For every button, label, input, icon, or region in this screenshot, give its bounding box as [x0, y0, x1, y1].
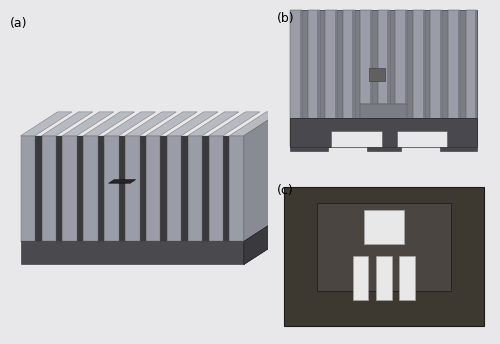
Bar [422, 10, 424, 146]
Bar [318, 10, 320, 146]
Polygon shape [182, 136, 188, 241]
Polygon shape [42, 136, 56, 241]
Bar [317, 203, 450, 291]
Polygon shape [202, 136, 208, 241]
Polygon shape [21, 112, 72, 136]
Bar [376, 256, 392, 300]
Polygon shape [208, 112, 260, 136]
Bar [308, 10, 320, 146]
Polygon shape [104, 136, 118, 241]
Bar [413, 10, 424, 146]
Text: (c): (c) [277, 184, 293, 196]
Polygon shape [56, 136, 62, 241]
Polygon shape [146, 112, 197, 136]
Polygon shape [21, 241, 244, 265]
Polygon shape [118, 136, 125, 241]
Bar [335, 10, 337, 146]
Polygon shape [98, 136, 104, 241]
Polygon shape [230, 112, 280, 136]
Bar [466, 10, 477, 146]
Bar [290, 10, 477, 147]
Bar [300, 10, 302, 146]
Polygon shape [208, 136, 223, 241]
Bar [290, 10, 302, 146]
Bar [396, 10, 407, 104]
Bar [332, 131, 382, 147]
Polygon shape [167, 112, 218, 136]
Polygon shape [84, 136, 98, 241]
Bar [290, 147, 328, 151]
Bar [388, 10, 390, 104]
Bar [367, 147, 400, 151]
Bar [360, 10, 372, 104]
Polygon shape [140, 136, 146, 241]
Bar [343, 10, 354, 146]
Polygon shape [125, 136, 140, 241]
Polygon shape [84, 112, 134, 136]
Bar [360, 104, 407, 146]
Bar [364, 210, 404, 244]
Text: (b): (b) [277, 12, 294, 25]
Polygon shape [42, 112, 93, 136]
Bar [370, 68, 384, 81]
Polygon shape [244, 217, 281, 265]
Polygon shape [108, 180, 136, 183]
Polygon shape [62, 112, 114, 136]
Polygon shape [244, 217, 281, 265]
Bar [352, 256, 368, 300]
Polygon shape [146, 136, 160, 241]
Polygon shape [160, 136, 167, 241]
Bar [370, 10, 372, 104]
Polygon shape [104, 112, 156, 136]
Text: (a): (a) [10, 17, 28, 30]
Bar [378, 10, 390, 104]
Polygon shape [62, 136, 77, 241]
Bar [458, 10, 460, 146]
Polygon shape [223, 136, 230, 241]
Polygon shape [35, 136, 42, 241]
Polygon shape [21, 217, 280, 241]
Bar [440, 147, 477, 151]
Polygon shape [230, 136, 244, 241]
Bar [397, 131, 448, 147]
Polygon shape [244, 112, 281, 241]
Bar [352, 10, 354, 146]
Bar [475, 10, 477, 146]
Polygon shape [188, 112, 239, 136]
Polygon shape [77, 136, 84, 241]
Bar [290, 10, 477, 147]
Bar [400, 256, 415, 300]
Bar [290, 118, 477, 147]
Bar [448, 10, 460, 146]
Polygon shape [167, 136, 182, 241]
Bar [440, 10, 442, 146]
Bar [430, 10, 442, 146]
Polygon shape [188, 136, 202, 241]
Bar [326, 10, 337, 146]
Bar [405, 10, 407, 104]
Polygon shape [125, 112, 176, 136]
Polygon shape [21, 136, 35, 241]
